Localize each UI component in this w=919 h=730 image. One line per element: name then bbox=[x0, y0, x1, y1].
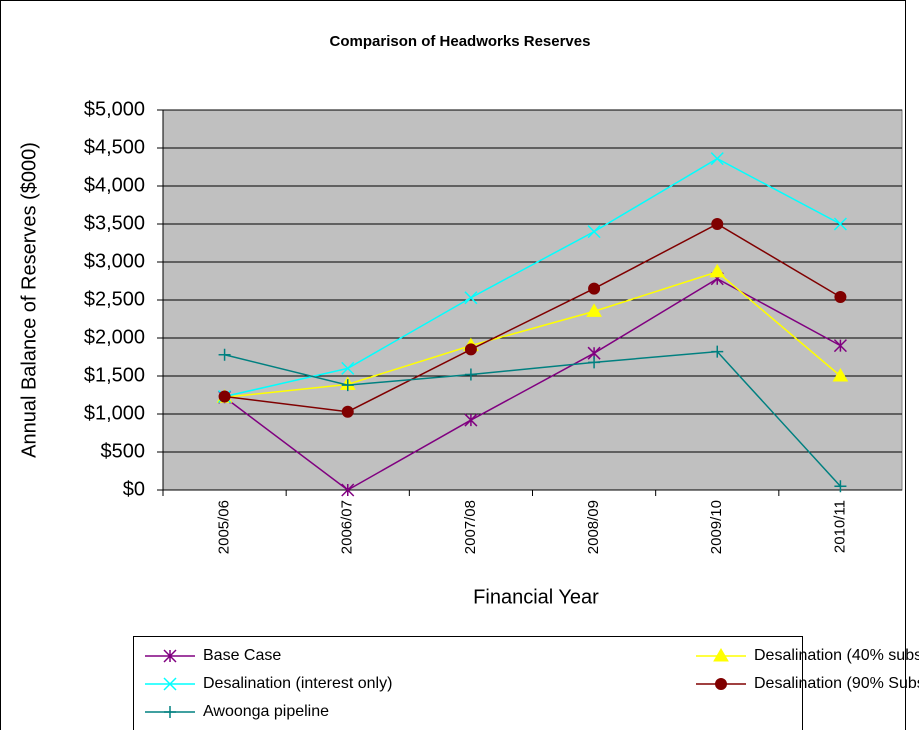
marker bbox=[163, 649, 177, 663]
x-tick-label: 2006/07 bbox=[339, 500, 356, 554]
marker bbox=[833, 217, 847, 231]
series-line bbox=[224, 223, 841, 413]
series-line bbox=[224, 350, 841, 487]
legend-label: Desalination (90% Subsidy) bbox=[754, 675, 919, 692]
marker bbox=[218, 348, 231, 361]
y-tick-label: $1,500 bbox=[84, 364, 145, 386]
x-tick-label: 2005/06 bbox=[216, 500, 233, 554]
y-tick-label: $2,000 bbox=[84, 326, 145, 348]
marker bbox=[464, 343, 477, 356]
y-tick-label: $500 bbox=[101, 440, 146, 462]
y-tick-label: $2,500 bbox=[84, 288, 145, 310]
x-tick-label: 2008/09 bbox=[585, 500, 602, 554]
y-axis-title: Annual Balance of Reserves ($000) bbox=[18, 142, 40, 458]
marker bbox=[709, 263, 726, 278]
y-tick-label: $1,000 bbox=[84, 402, 145, 424]
series-line bbox=[224, 157, 841, 398]
marker bbox=[164, 706, 176, 718]
marker bbox=[218, 390, 231, 403]
marker bbox=[464, 291, 478, 305]
legend-label: Base Case bbox=[203, 647, 281, 664]
marker bbox=[834, 290, 847, 303]
marker bbox=[341, 361, 355, 375]
marker bbox=[341, 405, 354, 418]
y-tick-label: $3,500 bbox=[84, 212, 145, 234]
y-tick-label: $4,000 bbox=[84, 174, 145, 196]
y-tick-label: $3,000 bbox=[84, 250, 145, 272]
legend-label: Awoonga pipeline bbox=[203, 703, 329, 720]
y-tick-label: $4,500 bbox=[84, 136, 145, 158]
marker bbox=[341, 379, 354, 392]
marker bbox=[715, 678, 727, 690]
marker bbox=[464, 368, 477, 381]
x-tick-label: 2007/08 bbox=[462, 500, 479, 554]
marker bbox=[711, 218, 724, 230]
chart-title: Comparison of Headworks Reserves bbox=[330, 33, 591, 50]
marker bbox=[588, 282, 601, 295]
y-tick-label: $0 bbox=[123, 478, 145, 500]
x-axis-title: Financial Year bbox=[473, 586, 599, 608]
marker bbox=[710, 152, 724, 166]
marker bbox=[711, 345, 724, 358]
marker bbox=[713, 648, 729, 662]
marker bbox=[587, 225, 601, 239]
marker bbox=[341, 483, 355, 497]
marker bbox=[588, 356, 601, 369]
y-tick-label: $5,000 bbox=[84, 98, 145, 120]
legend-label: Desalination (interest only) bbox=[203, 675, 392, 692]
x-tick-label: 2010/11 bbox=[831, 500, 848, 553]
marker bbox=[833, 339, 847, 353]
marker bbox=[586, 303, 602, 317]
marker bbox=[834, 480, 847, 493]
legend-label: Desalination (40% subsidy) bbox=[754, 647, 919, 664]
marker bbox=[464, 413, 478, 427]
x-tick-label: 2009/10 bbox=[708, 500, 725, 554]
marker bbox=[832, 368, 849, 382]
marker bbox=[163, 677, 177, 691]
legend-box bbox=[133, 636, 803, 730]
series-line bbox=[224, 271, 841, 399]
